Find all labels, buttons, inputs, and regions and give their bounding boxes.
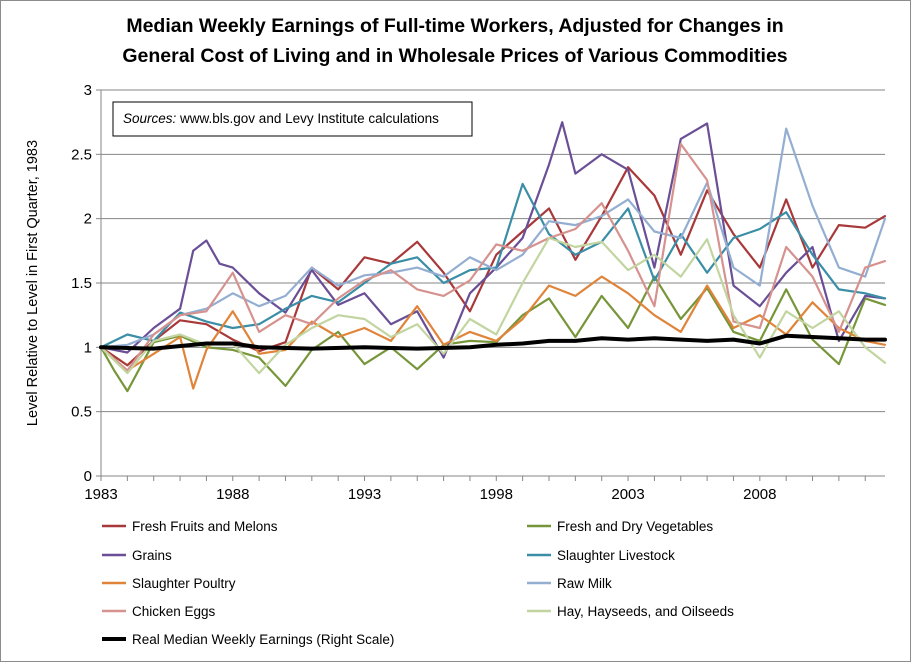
legend-label-raw-milk: Raw Milk	[557, 576, 612, 591]
legend-label-grains: Grains	[132, 548, 172, 563]
series-line-chicken-eggs	[99, 142, 887, 372]
source-note-text: Sources: www.bls.gov and Levy Institute …	[123, 111, 439, 126]
chart-title: Median Weekly Earnings of Full-time Work…	[122, 15, 787, 67]
series-lines	[99, 121, 887, 393]
y-tick-label: 0	[84, 468, 92, 485]
series-line-raw-milk	[99, 127, 887, 349]
x-tick-label: 1993	[348, 486, 381, 503]
series-line-grains	[99, 121, 887, 359]
chart-title-line-2: General Cost of Living and in Wholesale …	[122, 45, 787, 67]
axes	[96, 89, 885, 481]
series-line-fresh-and-dry-vegetables	[99, 275, 887, 393]
x-tick-label: 1988	[216, 486, 249, 503]
legend-label-fresh-and-dry-vegetables: Fresh and Dry Vegetables	[557, 519, 713, 534]
x-tick-label: 1998	[480, 486, 513, 503]
legend-label-slaughter-poultry: Slaughter Poultry	[132, 576, 236, 591]
y-tick-label: 2.5	[71, 146, 92, 163]
x-tick-label: 2003	[611, 486, 644, 503]
source-note-prefix: Sources:	[123, 111, 177, 126]
series-line-slaughter-livestock	[99, 182, 887, 349]
series-line-real-median-weekly-earnings-right-scale	[99, 333, 887, 351]
x-tick-label: 1983	[84, 486, 117, 503]
source-note-box	[112, 101, 473, 137]
x-tick-labels: 1983 1988 1993 1998 2003 2008	[84, 486, 776, 503]
y-tick-label: 3	[84, 82, 92, 99]
legend-label-fresh-fruits-and-melons: Fresh Fruits and Melons	[132, 519, 278, 534]
y-axis-label: Level Relative to Level in First Quarter…	[25, 140, 41, 426]
y-tick-labels: 0 0.5 1 1.5 2 2.5 3	[71, 82, 92, 485]
source-note: Sources: www.bls.gov and Levy Institute …	[112, 101, 473, 137]
legend-label-slaughter-livestock: Slaughter Livestock	[557, 548, 675, 563]
y-tick-label: 1	[84, 339, 92, 356]
chart-title-line-1: Median Weekly Earnings of Full-time Work…	[126, 15, 783, 37]
x-tick-label: 2008	[743, 486, 776, 503]
y-tick-label: 1.5	[71, 275, 92, 292]
y-tick-label: 2	[84, 211, 92, 228]
legend-label-chicken-eggs: Chicken Eggs	[132, 604, 216, 619]
series-line-fresh-fruits-and-melons	[99, 166, 887, 367]
source-note-body: www.bls.gov and Levy Institute calculati…	[176, 111, 439, 126]
legend-label-real-median-weekly-earnings-right-scale: Real Median Weekly Earnings (Right Scale…	[132, 632, 394, 647]
legend: Fresh Fruits and Melons Fresh and Dry Veg…	[102, 519, 734, 647]
y-tick-label: 0.5	[71, 404, 92, 421]
gridlines	[101, 89, 885, 413]
legend-label-hay-hayseeds-and-oilseeds: Hay, Hayseeds, and Oilseeds	[557, 604, 734, 619]
